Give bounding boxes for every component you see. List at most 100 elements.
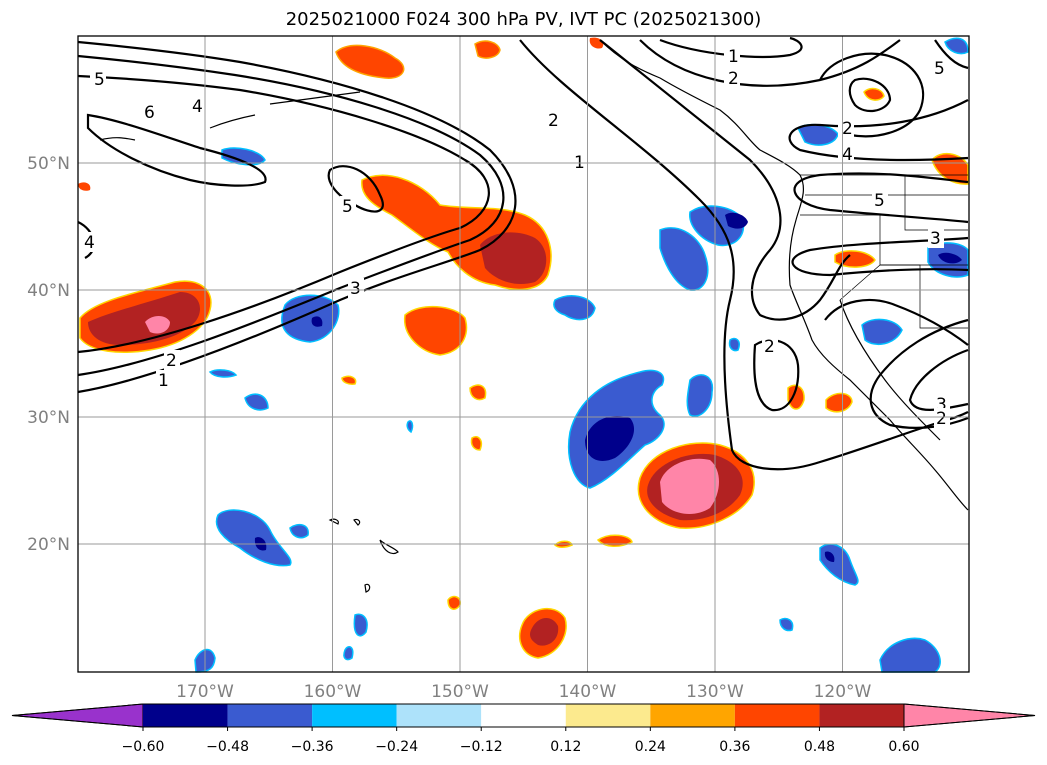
lat-tick-label: 50°N — [27, 154, 70, 174]
colorbar-tick-label: 0.48 — [804, 739, 835, 755]
anomaly-patch — [553, 295, 596, 321]
contour-label: 3 — [350, 279, 361, 299]
contour-label: 2 — [764, 337, 775, 357]
anomaly-patch — [686, 374, 714, 417]
colorbar-tick-label: −0.60 — [122, 739, 165, 755]
lon-tick-label: 150°W — [431, 682, 489, 702]
lat-tick-label: 20°N — [27, 535, 70, 555]
lon-tick-label: 160°W — [304, 682, 362, 702]
latitude-labels: 50°N 40°N 30°N 20°N — [27, 154, 70, 555]
colorbar-tick-label: 0.36 — [719, 739, 750, 755]
contour-label: 5 — [874, 191, 885, 211]
ivt-shading — [78, 37, 969, 673]
gridlines — [78, 36, 969, 672]
colorbar-tick-label: −0.48 — [206, 739, 249, 755]
contour-label: 6 — [144, 103, 155, 123]
colorbar-extend-low — [11, 703, 144, 728]
colorbar-segment — [396, 704, 482, 727]
anomaly-patch — [208, 369, 238, 378]
colorbar-tick-label: 0.60 — [888, 739, 919, 755]
colorbar-segment — [312, 704, 397, 727]
anomaly-patch — [944, 37, 969, 55]
anomaly-patch — [406, 420, 414, 434]
colorbar-segment — [143, 704, 228, 727]
anomaly-patch — [145, 316, 170, 334]
anomaly-patch — [341, 375, 357, 385]
lon-tick-label: 130°W — [686, 682, 744, 702]
contour-label: 3 — [936, 395, 947, 415]
colorbar-tick-label: 0.12 — [550, 739, 581, 755]
contour-label: 4 — [842, 145, 853, 165]
anomaly-patch — [447, 595, 461, 610]
colorbar-segment — [734, 704, 820, 727]
colorbar-tick-label: 0.24 — [635, 739, 666, 755]
map-title: 2025021000 F024 300 hPa PV, IVT PC (2025… — [285, 9, 762, 30]
colorbar-segment — [481, 704, 566, 727]
anomaly-patch — [725, 212, 748, 229]
colorbar-segment — [565, 704, 651, 727]
colorbar: −0.60 −0.48 −0.36 −0.24 −0.12 0.12 0.24 0.36 0.4… — [11, 703, 1036, 755]
contour-label: 2 — [548, 111, 559, 131]
contour-label: 1 — [158, 371, 169, 391]
anomaly-patch — [863, 87, 885, 101]
pv-contours — [77, 36, 969, 471]
longitude-labels: 170°W 160°W 150°W 140°W 130°W 120°W — [176, 682, 871, 702]
anomaly-patch — [289, 523, 309, 539]
anomaly-patch — [931, 153, 969, 185]
contour-label: 5 — [342, 197, 353, 217]
anomaly-patch — [469, 384, 487, 401]
anomaly-patch — [530, 617, 559, 646]
colorbar-segment — [227, 704, 313, 727]
anomaly-patch — [596, 534, 633, 547]
anomaly-patch — [824, 551, 835, 562]
lon-tick-label: 120°W — [814, 682, 872, 702]
anomaly-patch — [728, 337, 740, 352]
anomaly-patch — [215, 509, 292, 567]
anomaly-patch — [480, 232, 547, 285]
anomaly-patch — [470, 436, 483, 451]
anomaly-patch — [861, 318, 903, 346]
anomaly-patch — [938, 252, 962, 264]
contour-label: 1 — [728, 47, 739, 67]
anomaly-patch — [404, 305, 468, 356]
contour-label: 2 — [166, 351, 177, 371]
anomaly-patch — [353, 613, 368, 637]
anomaly-patch — [787, 384, 805, 410]
anomaly-patch — [825, 392, 853, 413]
lon-tick-label: 170°W — [176, 682, 234, 702]
colorbar-segment — [819, 704, 904, 727]
anomaly-patch — [834, 250, 876, 268]
lat-tick-label: 30°N — [27, 408, 70, 428]
anomaly-patch — [585, 416, 635, 461]
contour-label: 5 — [94, 70, 105, 90]
contour-label: 2 — [728, 69, 739, 89]
anomaly-patch — [78, 182, 91, 191]
contour-label: 2 — [936, 409, 947, 429]
anomaly-patch — [88, 292, 200, 345]
anomaly-patch — [335, 44, 405, 79]
colorbar-tick-label: −0.24 — [375, 739, 418, 755]
contour-label: 5 — [934, 59, 945, 79]
lon-tick-label: 140°W — [559, 682, 617, 702]
anomaly-patch — [474, 40, 501, 59]
map-frame — [77, 35, 970, 673]
colorbar-tick-label: −0.36 — [291, 739, 334, 755]
contour-label: 4 — [84, 233, 95, 253]
anomaly-patch — [244, 393, 269, 411]
contour-labels: 5 6 4 5 2 1 3 2 1 4 1 2 2 4 5 3 2 3 2 — [84, 46, 950, 429]
lat-tick-label: 40°N — [27, 281, 70, 301]
contour-label: 4 — [192, 97, 203, 117]
anomaly-patch — [779, 617, 794, 632]
anomaly-patch — [311, 316, 323, 327]
anomaly-patch — [660, 458, 719, 514]
anomaly-patch — [879, 637, 941, 673]
anomaly-patch — [221, 147, 266, 166]
contour-label: 2 — [842, 119, 853, 139]
anomaly-patch — [343, 645, 354, 661]
colorbar-tick-label: −0.12 — [460, 739, 503, 755]
colorbar-extend-high — [903, 703, 1036, 728]
contour-label: 3 — [930, 229, 941, 249]
colorbar-segment — [650, 704, 735, 727]
anomaly-patch — [659, 227, 709, 291]
